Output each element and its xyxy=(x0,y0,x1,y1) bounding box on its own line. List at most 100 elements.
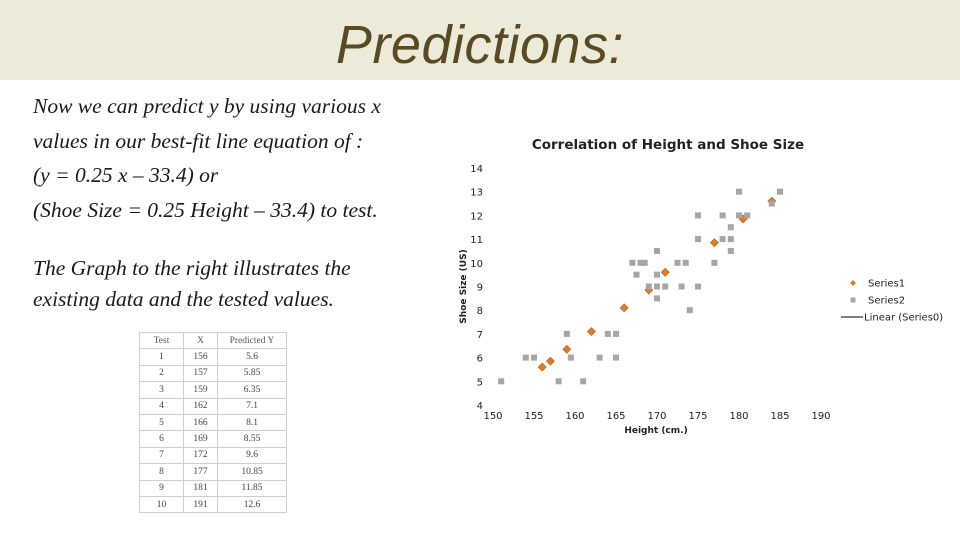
series2-point xyxy=(629,259,636,266)
table-row: 7 172 9.6 xyxy=(139,446,287,465)
series2-point xyxy=(719,212,726,219)
cell-x: 181 xyxy=(183,479,218,497)
chart-title: Correlation of Height and Shoe Size xyxy=(532,137,804,153)
y-tick-label: 4 xyxy=(477,401,483,412)
scatter-chart: Correlation of Height and Shoe Size Shoe … xyxy=(459,137,943,436)
table-row: 5 166 8.1 xyxy=(139,413,287,432)
series2-point xyxy=(736,188,742,195)
x-tick-label: 190 xyxy=(811,411,830,422)
y-tick-label: 12 xyxy=(470,211,483,222)
graph-note: The Graph to the right illustrates the e… xyxy=(33,253,433,315)
y-tick-label: 8 xyxy=(477,306,483,317)
cell-x: 159 xyxy=(183,381,218,399)
cell-test: 9 xyxy=(139,479,184,497)
x-tick-label: 160 xyxy=(565,411,584,422)
y-tick-label: 6 xyxy=(477,354,483,365)
cell-x: 172 xyxy=(183,446,218,465)
column-header-x: X xyxy=(183,331,218,350)
cell-predicted-y: 11.85 xyxy=(217,479,287,497)
series2-point xyxy=(727,236,734,243)
cell-predicted-y: 10.85 xyxy=(217,463,287,481)
legend-label: Linear (Series0) xyxy=(864,313,943,324)
cell-x: 166 xyxy=(183,413,218,432)
table-row: 3 159 6.35 xyxy=(139,381,287,399)
cell-test: 8 xyxy=(139,463,184,481)
cell-predicted-y: 5.6 xyxy=(217,348,287,366)
x-tick-label: 180 xyxy=(729,411,748,422)
series2-point xyxy=(522,354,529,361)
series2-point xyxy=(645,283,652,290)
column-header-test: Test xyxy=(139,331,184,350)
series2-point xyxy=(637,259,644,266)
series2-point xyxy=(719,236,726,243)
x-axis-label: Height (cm.) xyxy=(624,426,687,436)
series2-point xyxy=(654,247,660,254)
column-header-predicted-y: Predicted Y xyxy=(217,331,287,350)
x-tick-label: 175 xyxy=(688,411,707,422)
x-tick-label: 185 xyxy=(770,411,789,422)
x-tick-label: 170 xyxy=(647,411,666,422)
cell-predicted-y: 9.6 xyxy=(217,446,287,465)
series1-point xyxy=(537,362,547,372)
table-row: 4 162 7.1 xyxy=(139,397,287,415)
cell-test: 4 xyxy=(139,397,184,415)
table-row: 2 157 5.85 xyxy=(139,364,287,383)
series2-point xyxy=(744,212,751,219)
series2-point xyxy=(498,378,505,385)
series2-point xyxy=(727,224,734,231)
series1-point xyxy=(660,267,670,277)
legend-marker-series1 xyxy=(850,280,856,286)
series2-point xyxy=(682,259,689,266)
series2-point xyxy=(777,188,783,195)
intro-line: values in our best-fit line equation of … xyxy=(33,128,364,153)
series2-point xyxy=(596,354,603,361)
series2-point xyxy=(604,330,611,337)
series2-point xyxy=(580,378,587,385)
prediction-table: Test X Predicted Y 1 156 5.6 2 157 5.85 3 159 6.… xyxy=(139,331,287,514)
y-tick-label: 14 xyxy=(470,164,483,175)
table-row: 1 156 5.6 xyxy=(139,348,287,366)
series1-point xyxy=(562,344,572,354)
legend-label: Series2 xyxy=(868,296,905,307)
cell-test: 1 xyxy=(139,348,184,366)
cell-predicted-y: 5.85 xyxy=(217,364,287,383)
series2-point xyxy=(711,259,718,266)
graph-note-line: existing data and the tested values. xyxy=(33,287,334,311)
x-tick-label: 155 xyxy=(524,411,543,422)
series2-point xyxy=(633,271,640,278)
cell-predicted-y: 8.55 xyxy=(217,430,287,448)
cell-x: 191 xyxy=(183,495,218,514)
series2-point xyxy=(563,330,570,337)
table-row: 9 181 11.85 xyxy=(139,479,287,497)
series1-point xyxy=(586,327,596,336)
series2-point xyxy=(695,236,701,243)
series2-point xyxy=(736,212,742,219)
series2-point xyxy=(686,307,693,314)
series2-point xyxy=(567,354,574,361)
cell-predicted-y: 6.35 xyxy=(217,381,287,399)
cell-x: 157 xyxy=(183,364,218,383)
cell-x: 169 xyxy=(183,430,218,448)
series2-point xyxy=(555,378,562,385)
cell-test: 3 xyxy=(139,381,184,399)
table-row: 6 169 8.55 xyxy=(139,430,287,448)
cell-x: 156 xyxy=(183,348,218,366)
graph-note-line: The Graph to the right illustrates the xyxy=(33,256,351,280)
series1-point xyxy=(545,356,555,366)
series2-point xyxy=(654,271,660,278)
table-body: 1 156 5.6 2 157 5.85 3 159 6.35 4 162 7.1 5 166 8.1 6 16… xyxy=(139,348,287,514)
table-header-row: Test X Predicted Y xyxy=(139,331,287,350)
y-tick-label: 5 xyxy=(477,377,483,388)
cell-predicted-y: 8.1 xyxy=(217,413,287,432)
series2-point xyxy=(662,283,669,290)
series2-point xyxy=(613,330,619,337)
series1-point xyxy=(709,238,719,248)
table-row: 10 191 12.6 xyxy=(139,495,287,514)
legend-label: Series1 xyxy=(868,279,905,290)
page-title: Predictions: xyxy=(335,15,625,75)
cell-test: 6 xyxy=(139,430,184,448)
y-tick-label: 7 xyxy=(477,330,483,341)
cell-x: 177 xyxy=(183,463,218,481)
intro-line: (y = 0.25 x – 33.4) or xyxy=(33,163,219,187)
y-tick-label: 9 xyxy=(477,283,483,294)
